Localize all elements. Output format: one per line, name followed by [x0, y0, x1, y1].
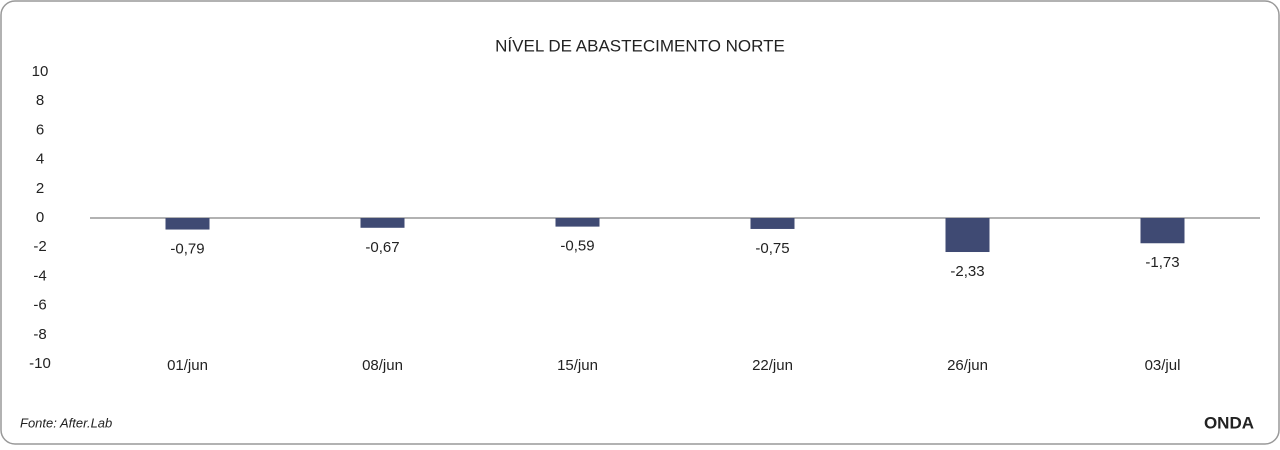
- y-tick-label: -2: [33, 238, 46, 255]
- brand: ONDA: [1204, 413, 1254, 432]
- bar: [165, 218, 210, 230]
- chart-title: NÍVEL DE ABASTECIMENTO NORTE: [495, 36, 785, 55]
- y-tick-label: 10: [32, 63, 49, 80]
- x-tick-label: 22/jun: [752, 357, 793, 374]
- y-tick-label: -8: [33, 326, 46, 343]
- y-tick-label: 6: [36, 121, 44, 138]
- x-tick-label: 08/jun: [362, 357, 403, 374]
- bar: [360, 218, 405, 228]
- value-label: -2,33: [950, 263, 984, 280]
- y-tick-label: 4: [36, 151, 44, 168]
- value-label: -0,79: [170, 241, 204, 258]
- y-tick-label: -4: [33, 267, 46, 284]
- bar: [1140, 218, 1185, 244]
- bar: [750, 218, 795, 229]
- source: Fonte: After.Lab: [20, 415, 112, 430]
- y-tick-label: -10: [29, 355, 51, 372]
- x-tick-label: 01/jun: [167, 357, 208, 374]
- bar: [945, 218, 990, 253]
- y-tick-label: 8: [36, 92, 44, 109]
- value-label: -0,75: [755, 240, 789, 257]
- x-tick-label: 15/jun: [557, 357, 598, 374]
- y-tick-label: 2: [36, 180, 44, 197]
- value-label: -0,67: [365, 239, 399, 256]
- y-tick-label: 0: [36, 209, 44, 226]
- value-label: -1,73: [1145, 254, 1179, 271]
- bar: [555, 218, 600, 227]
- value-label: -0,59: [560, 238, 594, 255]
- x-tick-label: 03/jul: [1145, 357, 1181, 374]
- x-tick-label: 26/jun: [947, 357, 988, 374]
- y-tick-label: -6: [33, 297, 46, 314]
